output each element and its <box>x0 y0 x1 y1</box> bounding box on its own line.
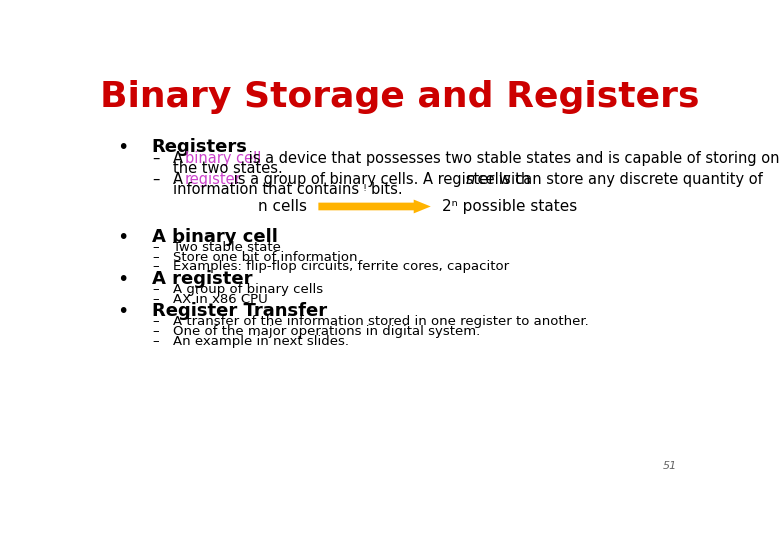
Text: –: – <box>152 151 159 166</box>
Text: Register Transfer: Register Transfer <box>152 302 327 320</box>
Text: •: • <box>117 270 129 289</box>
Text: –: – <box>152 241 159 254</box>
Text: register: register <box>185 172 242 187</box>
Text: –: – <box>152 283 159 296</box>
Text: A binary cell: A binary cell <box>152 228 278 246</box>
Text: Two stable state: Two stable state <box>173 241 282 254</box>
Text: information that contains ᵎ bits.: information that contains ᵎ bits. <box>173 182 403 197</box>
Text: n cells: n cells <box>257 199 307 214</box>
Text: A: A <box>173 172 188 187</box>
Text: An example in next slides.: An example in next slides. <box>173 335 349 348</box>
Text: is a group of binary cells. A register with: is a group of binary cells. A register w… <box>229 172 534 187</box>
Text: cells can store any discrete quantity of: cells can store any discrete quantity of <box>473 172 763 187</box>
Text: the two states.: the two states. <box>173 161 283 177</box>
Text: binary cell: binary cell <box>185 151 261 166</box>
Text: AX in x86 CPU: AX in x86 CPU <box>173 293 268 306</box>
Text: Store one bit of information: Store one bit of information <box>173 251 358 264</box>
Text: One of the major operations in digital system.: One of the major operations in digital s… <box>173 325 480 338</box>
Text: –: – <box>152 251 159 264</box>
Text: •: • <box>117 302 129 321</box>
Text: Examples: flip-flop circuits, ferrite cores, capacitor: Examples: flip-flop circuits, ferrite co… <box>173 260 509 273</box>
Text: Registers: Registers <box>152 138 247 156</box>
Text: •: • <box>117 228 129 247</box>
Text: •: • <box>117 138 129 157</box>
Text: –: – <box>152 172 159 187</box>
Text: A register: A register <box>152 270 252 288</box>
Text: Binary Storage and Registers: Binary Storage and Registers <box>100 80 700 114</box>
Text: A group of binary cells: A group of binary cells <box>173 283 324 296</box>
Text: A transfer of the information stored in one register to another.: A transfer of the information stored in … <box>173 315 589 328</box>
Text: –: – <box>152 293 159 306</box>
Text: –: – <box>152 260 159 273</box>
Text: is a device that possesses two stable states and is capable of storing one of: is a device that possesses two stable st… <box>244 151 780 166</box>
Text: A: A <box>173 151 188 166</box>
Text: n: n <box>466 172 475 187</box>
Text: 51: 51 <box>663 461 677 470</box>
Text: 2ⁿ possible states: 2ⁿ possible states <box>442 199 578 214</box>
Text: –: – <box>152 315 159 328</box>
Text: –: – <box>152 335 159 348</box>
Text: –: – <box>152 325 159 338</box>
FancyArrow shape <box>318 200 431 213</box>
